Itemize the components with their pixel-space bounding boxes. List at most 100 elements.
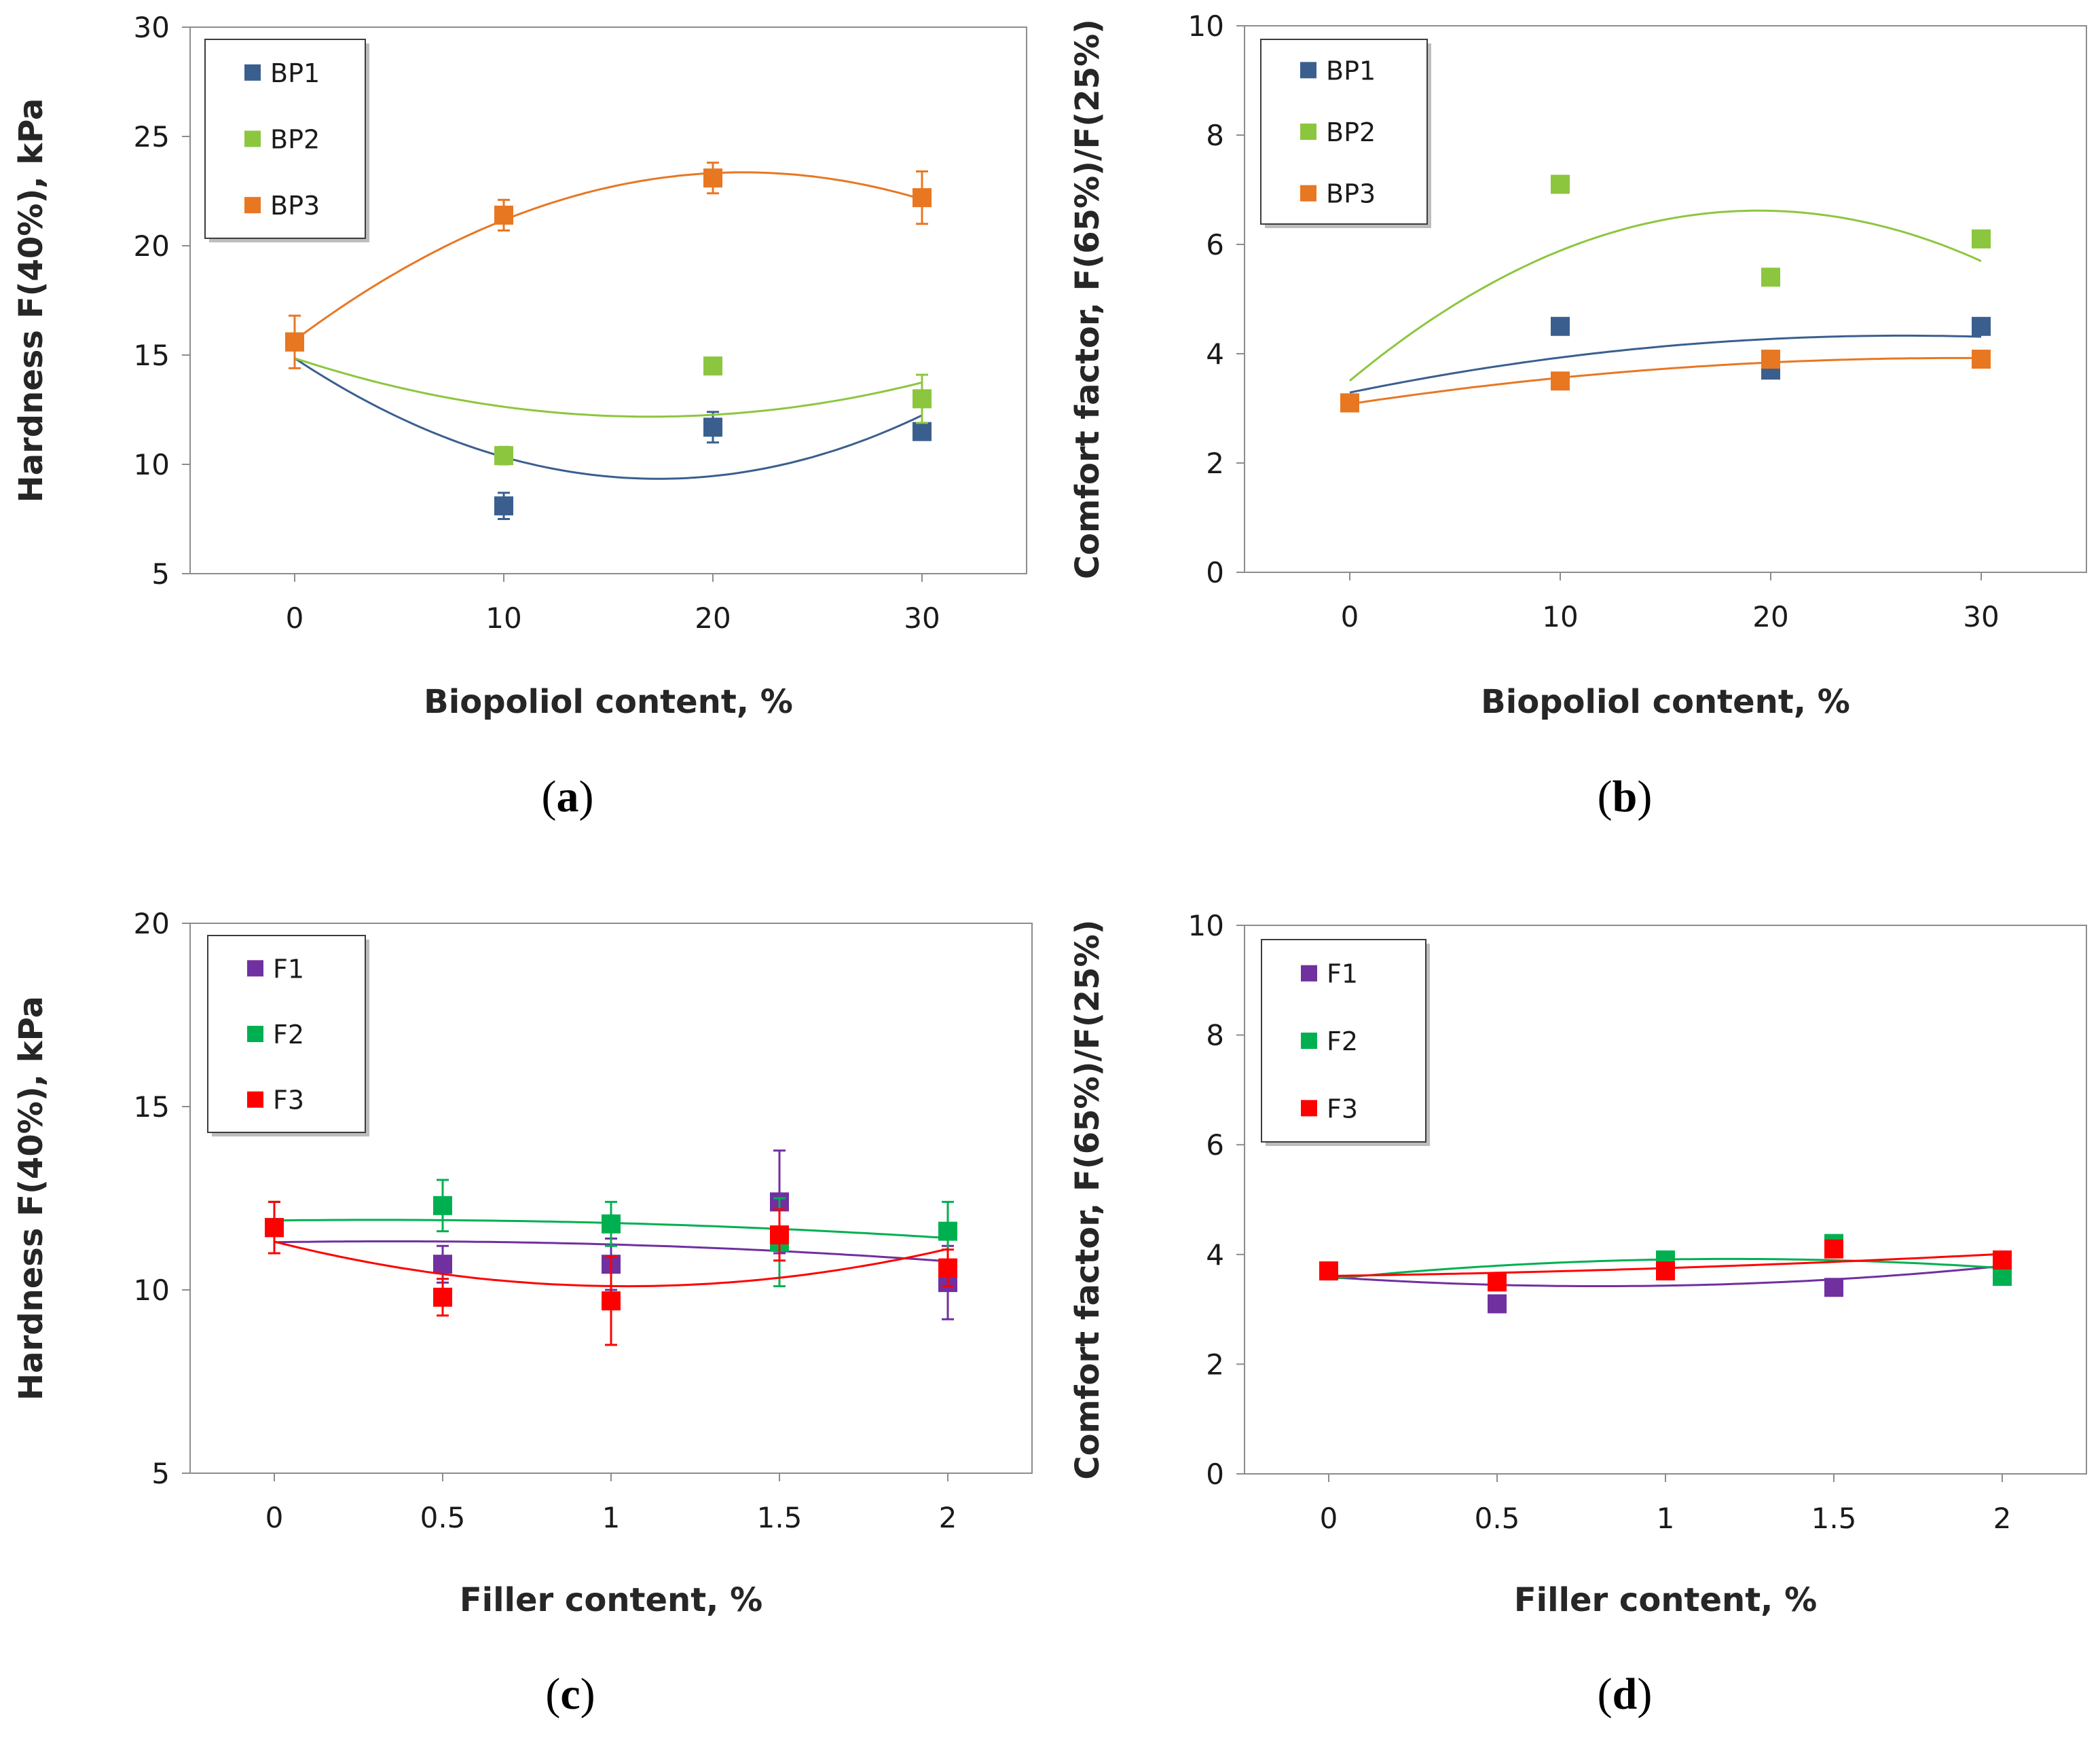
data-point bbox=[1993, 1267, 2012, 1287]
legend-label: F3 bbox=[1327, 1094, 1358, 1124]
legend-label: BP3 bbox=[1326, 179, 1376, 209]
data-point bbox=[494, 446, 513, 466]
legend-swatch bbox=[247, 960, 263, 977]
y-tick-label: 6 bbox=[1206, 1128, 1224, 1162]
legend-swatch bbox=[1300, 185, 1316, 202]
y-tick-label: 20 bbox=[134, 907, 170, 940]
legend-label: BP3 bbox=[270, 191, 320, 221]
legend-box bbox=[207, 935, 366, 1133]
series-bp2 bbox=[285, 332, 932, 466]
x-tick-label: 1 bbox=[602, 1501, 621, 1534]
y-tick-label: 20 bbox=[134, 229, 170, 263]
legend-swatch bbox=[247, 1091, 263, 1108]
legend-swatch bbox=[1301, 1033, 1317, 1049]
data-point bbox=[1340, 393, 1359, 413]
data-point bbox=[770, 1225, 789, 1244]
legend-label: F1 bbox=[1327, 959, 1358, 989]
x-tick-label: 1.5 bbox=[757, 1501, 803, 1534]
y-tick-label: 5 bbox=[151, 557, 170, 591]
legend-box bbox=[1260, 39, 1428, 225]
data-point bbox=[1551, 316, 1570, 336]
x-axis-title: Filler content, % bbox=[460, 1581, 762, 1619]
series-f3 bbox=[1319, 1239, 2012, 1292]
x-tick-label: 1.5 bbox=[1811, 1502, 1857, 1535]
legend-label: BP1 bbox=[1326, 56, 1376, 86]
data-point bbox=[938, 1221, 957, 1241]
y-tick-label: 8 bbox=[1206, 1019, 1224, 1052]
x-tick-label: 2 bbox=[1993, 1502, 2012, 1535]
chart-panel-c: 5 10 15 20 0 0.5 1 1.5 2 F1 F2 F3 Filler content, % H… bbox=[12, 907, 1033, 1719]
x-tick-label: 10 bbox=[485, 601, 521, 635]
trendline-bp3 bbox=[294, 171, 923, 341]
data-point bbox=[1488, 1294, 1507, 1314]
data-point bbox=[1972, 229, 1991, 248]
y-tick-label: 8 bbox=[1206, 119, 1224, 152]
trendline-bp2 bbox=[294, 357, 923, 418]
y-tick-label: 0 bbox=[1206, 556, 1224, 589]
data-point bbox=[285, 332, 304, 352]
chart-panel-a: 5 10 15 20 25 30 0 10 20 30 BP1 BP2 BP3 Biopoliol con… bbox=[12, 11, 1027, 821]
x-axis-title: Filler content, % bbox=[1514, 1581, 1817, 1619]
x-tick-label: 0.5 bbox=[1475, 1502, 1520, 1535]
y-axis-title: Comfort factor, F(65%)/F(25%) bbox=[1069, 19, 1107, 579]
data-point bbox=[1993, 1250, 2012, 1270]
data-point bbox=[1972, 316, 1991, 336]
y-axis-title: Hardness F(40%), kPa bbox=[12, 996, 50, 1401]
legend-swatch bbox=[1300, 124, 1316, 140]
data-point bbox=[1761, 350, 1780, 369]
x-axis-title: Biopoliol content, % bbox=[424, 683, 793, 721]
data-point bbox=[913, 389, 932, 409]
y-tick-label: 6 bbox=[1206, 228, 1224, 261]
y-tick-label: 10 bbox=[134, 448, 170, 481]
y-tick-label: 10 bbox=[1188, 10, 1224, 43]
data-point bbox=[433, 1255, 452, 1274]
y-tick-label: 2 bbox=[1206, 447, 1224, 480]
x-tick-label: 0.5 bbox=[420, 1501, 466, 1534]
y-tick-label: 10 bbox=[1188, 909, 1224, 942]
x-tick-label: 10 bbox=[1542, 600, 1578, 633]
legend-swatch bbox=[1300, 62, 1316, 79]
data-point bbox=[265, 1218, 284, 1238]
data-point bbox=[1824, 1278, 1843, 1297]
legend: BP1 BP2 BP3 bbox=[204, 39, 369, 242]
data-point bbox=[602, 1214, 621, 1234]
panel-label: (d) bbox=[1598, 1669, 1653, 1719]
y-tick-label: 5 bbox=[151, 1457, 170, 1490]
data-point bbox=[913, 422, 932, 441]
chart-panel-d: 0 2 4 6 8 10 0 0.5 1 1.5 2 F1 F2 F3 Filler content, % C… bbox=[1069, 909, 2087, 1719]
y-axis-title: Hardness F(40%), kPa bbox=[12, 98, 50, 503]
legend-label: F1 bbox=[273, 954, 304, 984]
panel-label: (a) bbox=[542, 772, 594, 821]
y-axis-title: Comfort factor, F(65%)/F(25%) bbox=[1069, 919, 1107, 1479]
trendline-bp3 bbox=[1349, 356, 1981, 405]
y-tick-label: 4 bbox=[1206, 1238, 1224, 1272]
data-point bbox=[703, 168, 722, 188]
legend-swatch bbox=[1301, 965, 1317, 982]
y-tick-label: 2 bbox=[1206, 1348, 1224, 1381]
legend: BP1 BP2 BP3 bbox=[1260, 39, 1431, 228]
series-bp1 bbox=[285, 332, 932, 520]
legend-label: F3 bbox=[273, 1086, 304, 1115]
legend-label: F2 bbox=[1327, 1026, 1358, 1056]
data-point bbox=[938, 1258, 957, 1278]
legend: F1 F2 F3 bbox=[207, 935, 369, 1136]
data-point bbox=[1551, 174, 1570, 194]
data-point bbox=[433, 1196, 452, 1215]
trendline-bp1 bbox=[294, 357, 923, 480]
y-tick-label: 30 bbox=[134, 11, 170, 44]
data-point bbox=[494, 496, 513, 516]
x-tick-label: 0 bbox=[286, 601, 304, 635]
data-point bbox=[913, 188, 932, 208]
x-tick-label: 0 bbox=[1320, 1502, 1338, 1535]
y-tick-label: 15 bbox=[134, 339, 170, 372]
plot-area bbox=[1244, 25, 2087, 573]
x-tick-label: 30 bbox=[904, 601, 940, 635]
legend-swatch bbox=[244, 130, 261, 147]
legend-label: BP2 bbox=[270, 125, 320, 155]
legend-label: BP2 bbox=[1326, 117, 1376, 147]
legend-box bbox=[1261, 939, 1426, 1143]
data-point bbox=[1656, 1261, 1675, 1281]
data-point bbox=[1319, 1261, 1338, 1281]
series-bp3 bbox=[1340, 350, 1991, 413]
